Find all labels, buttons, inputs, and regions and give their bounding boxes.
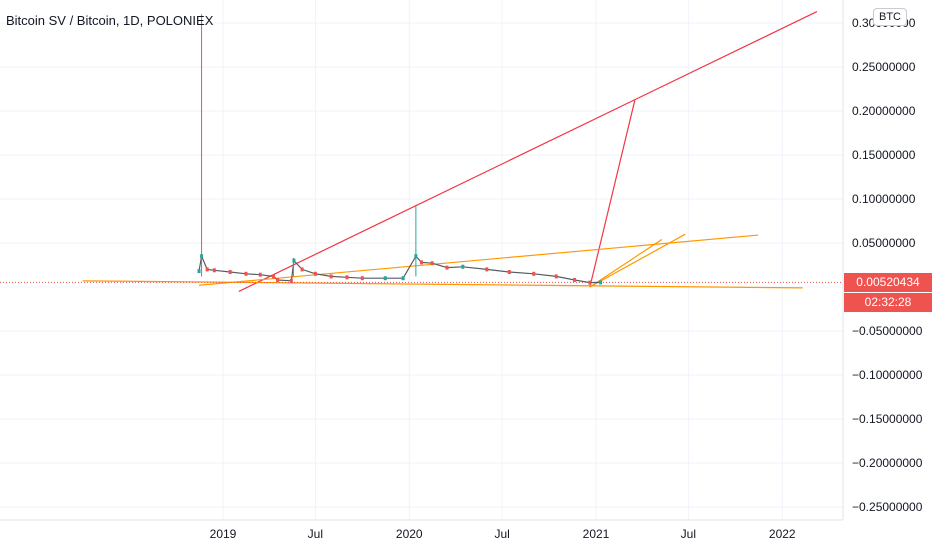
candle <box>507 270 511 275</box>
candle <box>419 260 423 265</box>
y-tick-label: −0.15000000 <box>852 412 923 426</box>
candle <box>313 271 317 276</box>
candle <box>289 278 293 283</box>
price-series <box>0 14 843 285</box>
y-tick-label: 0.15000000 <box>852 148 916 162</box>
y-tick-label: −0.25000000 <box>852 500 923 514</box>
candle <box>228 270 232 275</box>
candle <box>599 280 603 285</box>
candle <box>300 267 304 272</box>
candle <box>329 274 333 279</box>
x-tick-label: 2021 <box>583 527 610 541</box>
x-tick-label: 2019 <box>210 527 237 541</box>
x-tick-label: 2020 <box>396 527 423 541</box>
symbol-title: Bitcoin SV / Bitcoin, 1D, POLONIEX <box>6 13 214 28</box>
candle <box>461 264 465 269</box>
trend-lines[interactable] <box>82 11 818 292</box>
candle <box>573 277 577 282</box>
price-line <box>198 254 601 284</box>
y-tick-label: 0.25000000 <box>852 60 916 74</box>
grid-lines <box>0 0 843 520</box>
candle <box>383 276 387 281</box>
orange-trend-line[interactable] <box>589 233 686 288</box>
candle <box>258 272 262 277</box>
candle <box>276 277 280 282</box>
candle <box>244 271 248 276</box>
y-tick-label: −0.20000000 <box>852 456 923 470</box>
candle <box>430 261 434 266</box>
x-tick-label: Jul <box>681 527 696 541</box>
x-tick-label: Jul <box>308 527 323 541</box>
time-axis[interactable]: 2019 Jul 2020 Jul 2021 Jul 2022 <box>210 527 796 541</box>
candle <box>485 267 489 272</box>
price-axis[interactable]: 0.300000000.250000000.200000000.15000000… <box>852 16 923 514</box>
candle <box>205 267 209 272</box>
orange-trend-line[interactable] <box>82 280 803 289</box>
candle <box>197 269 201 274</box>
candle <box>345 275 349 280</box>
orange-trend-line[interactable] <box>589 238 663 288</box>
candle <box>588 280 592 285</box>
candle <box>401 276 405 281</box>
last-price-tag: 0.00520434 <box>844 273 932 292</box>
candle <box>212 268 216 273</box>
currency-badge[interactable]: BTC <box>873 8 907 26</box>
candle <box>554 274 558 279</box>
x-tick-label: 2022 <box>769 527 796 541</box>
candle <box>292 258 296 263</box>
candle <box>445 265 449 270</box>
y-tick-label: 0.10000000 <box>852 192 916 206</box>
candle <box>360 276 364 281</box>
candle <box>272 274 276 279</box>
y-tick-label: −0.05000000 <box>852 324 923 338</box>
x-tick-label: Jul <box>494 527 509 541</box>
y-tick-label: −0.10000000 <box>852 368 923 382</box>
candle <box>532 271 536 276</box>
red-trend-line[interactable] <box>589 100 636 288</box>
y-tick-label: 0.20000000 <box>852 104 916 118</box>
y-tick-label: 0.05000000 <box>852 236 916 250</box>
countdown-tag: 02:32:28 <box>844 293 932 312</box>
red-trend-line[interactable] <box>238 11 818 292</box>
